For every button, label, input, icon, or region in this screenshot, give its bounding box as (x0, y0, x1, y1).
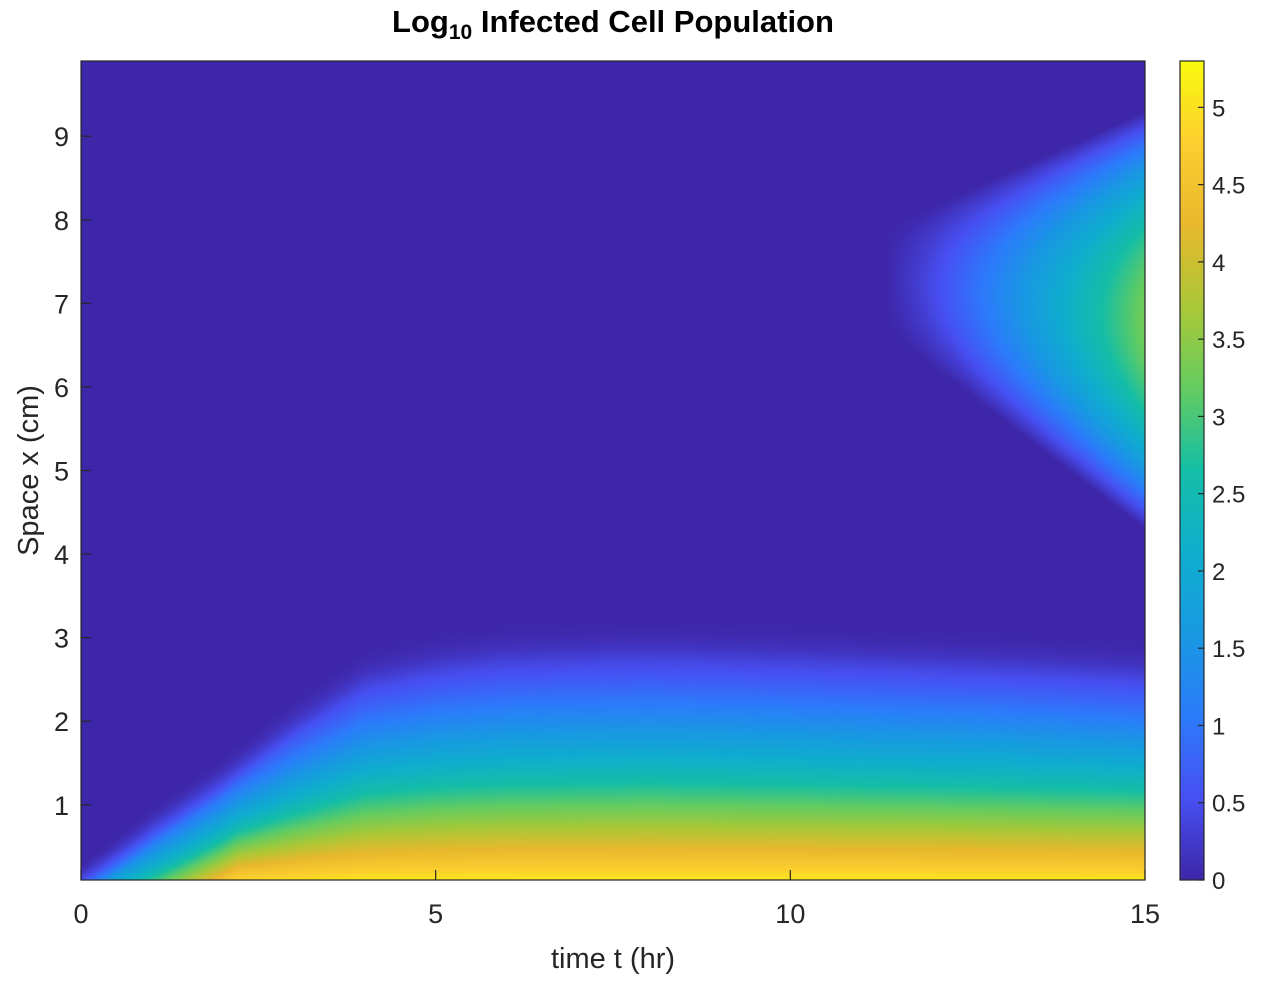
y-tick-label: 5 (54, 457, 69, 487)
heatmap-image (81, 61, 1145, 880)
title-rest: Infected Cell Population (480, 4, 834, 39)
colorbar (1179, 60, 1205, 881)
y-tick-label: 8 (54, 206, 69, 236)
y-tick-label: 7 (54, 289, 69, 319)
colorbar-tick-label: 0.5 (1212, 791, 1245, 818)
title-main: Log (392, 4, 449, 39)
colorbar-tick-label: 3.5 (1212, 327, 1245, 354)
colorbar-tick-label: 4.5 (1212, 173, 1245, 200)
x-axis-label: time t (hr) (551, 943, 675, 975)
x-axis: 0 5 10 15 (73, 870, 1160, 929)
y-tick-label: 9 (54, 122, 69, 152)
chart-title: Log10 Infected Cell Population (81, 4, 1145, 45)
colorbar-tick-label: 0 (1212, 868, 1225, 895)
colorbar-tick-label: 3 (1212, 404, 1225, 431)
y-tick-label: 2 (54, 707, 69, 737)
y-axis-label: Space x (cm) (13, 385, 45, 556)
colorbar-tick-label: 1.5 (1212, 636, 1245, 663)
colorbar-tick-label: 2.5 (1212, 482, 1245, 509)
colorbar-tick-label: 1 (1212, 713, 1225, 740)
x-tick-label: 0 (73, 899, 88, 929)
y-axis: 1 2 3 4 5 6 7 8 9 (54, 122, 91, 821)
heatmap-raster (81, 61, 1145, 880)
y-tick-label: 3 (54, 624, 69, 654)
y-tick-label: 1 (54, 791, 69, 821)
colorbar-tick-label: 4 (1212, 250, 1225, 277)
x-tick-label: 15 (1130, 899, 1160, 929)
colorbar-ticks: 0 0.5 1 1.5 2 2.5 3 3.5 4 4.5 5 (1198, 95, 1245, 895)
y-tick-label: 4 (54, 540, 69, 570)
y-tick-label: 6 (54, 373, 69, 403)
colorbar-tick-label: 5 (1212, 95, 1225, 122)
x-tick-label: 10 (775, 899, 805, 929)
colorbar-tick-label: 2 (1212, 559, 1225, 586)
x-tick-label: 5 (428, 899, 443, 929)
title-subscript: 10 (448, 21, 473, 45)
